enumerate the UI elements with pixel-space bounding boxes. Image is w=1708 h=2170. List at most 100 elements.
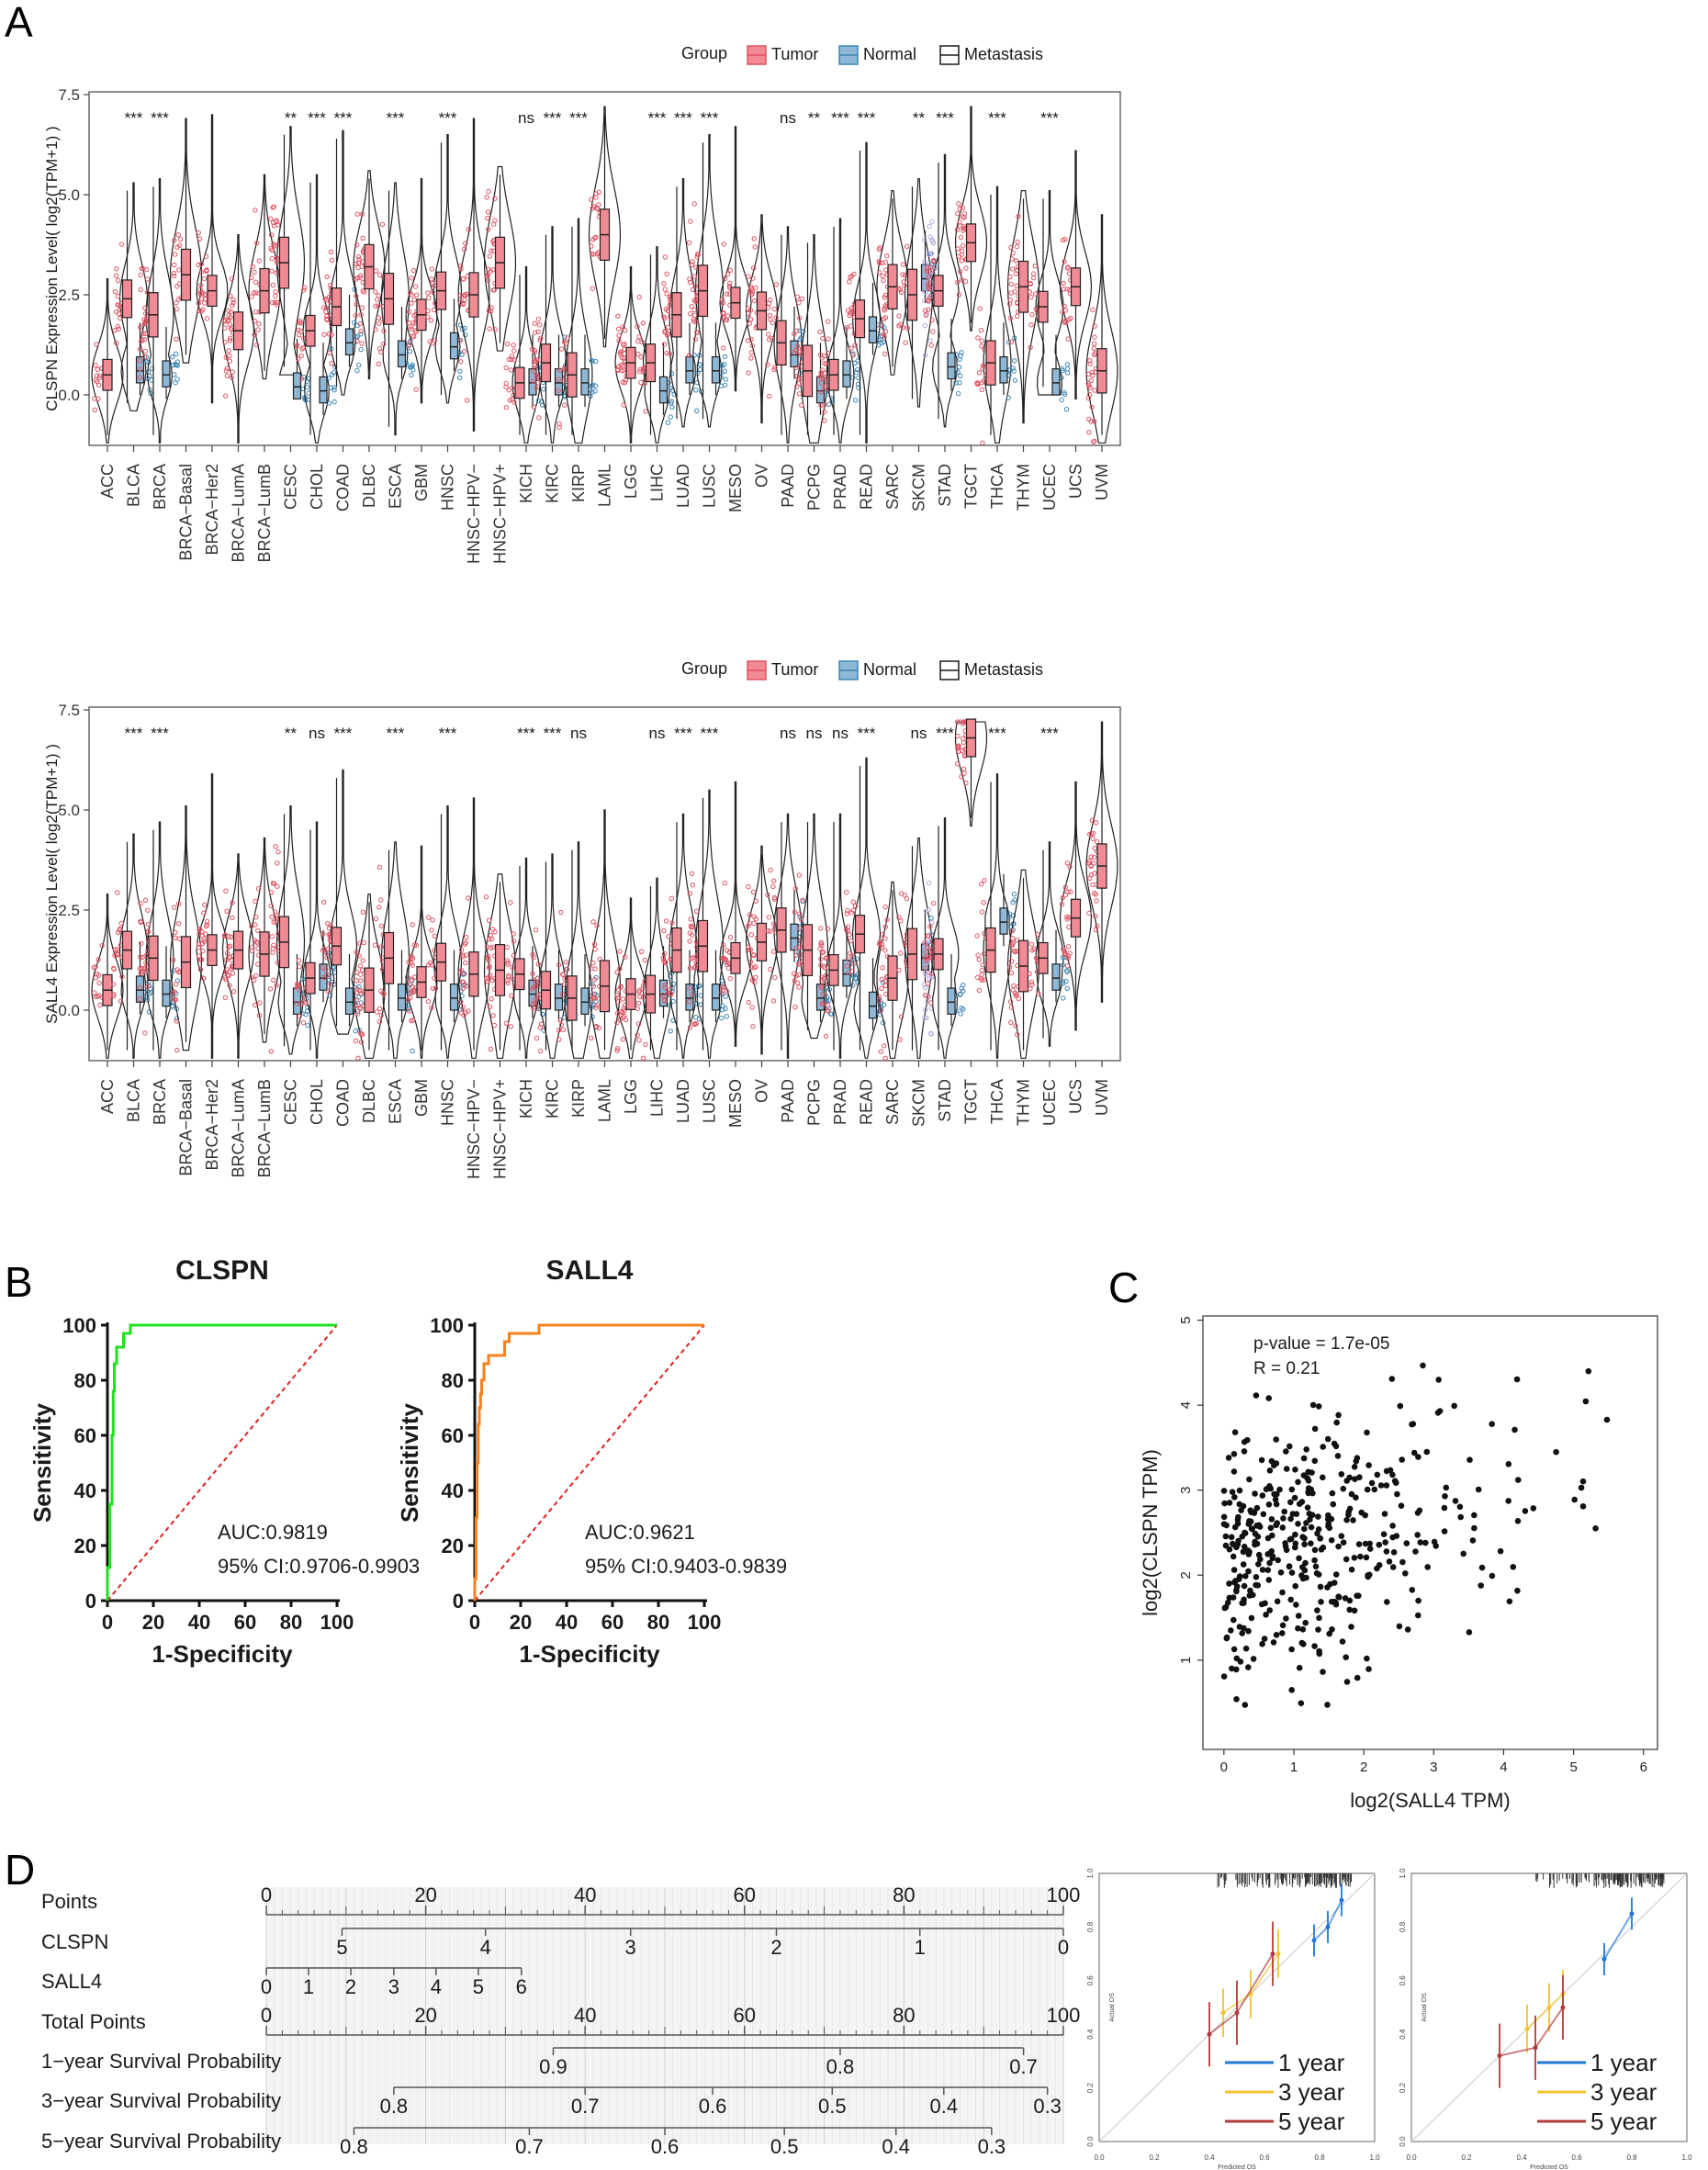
tumor-point: [139, 965, 145, 972]
tumor-point: [251, 290, 256, 296]
scatter-point: [1235, 1537, 1242, 1545]
tumor-point: [557, 367, 563, 373]
tumor-point: [979, 387, 985, 392]
tumor-point: [93, 363, 98, 368]
significance-STAD: ***: [936, 109, 954, 127]
significance-UCEC: ***: [1040, 725, 1059, 742]
normal-point: [720, 1003, 725, 1009]
scatter-point: [1353, 1494, 1359, 1501]
normal-point: [173, 380, 178, 386]
scatter-point: [1384, 1599, 1390, 1605]
tumor-point: [486, 209, 491, 215]
tumor-point: [466, 227, 471, 232]
tumor-point: [562, 402, 567, 408]
tumor-point: [621, 342, 626, 347]
tumor-point: [224, 950, 230, 956]
scatter-point: [1394, 1490, 1400, 1498]
metastasis-point: [922, 1006, 928, 1013]
tumor-point: [1064, 860, 1071, 866]
tumor-point: [118, 920, 124, 927]
tumor-point: [197, 308, 202, 313]
normal-point: [697, 366, 703, 372]
tumor-point: [228, 934, 234, 939]
x-tick-label-PCPG: PCPG: [805, 464, 824, 511]
scatter-point: [1318, 1599, 1324, 1605]
tumor-point: [1088, 377, 1095, 383]
scatter-point: [1221, 1500, 1228, 1507]
tumor-point: [204, 268, 209, 274]
normal-point: [355, 362, 362, 368]
scatter-point: [1220, 1488, 1228, 1494]
tumor-point: [1086, 860, 1092, 866]
tumor-point: [963, 781, 969, 786]
violin-HNSC−HPV−: [457, 118, 490, 432]
normal-point: [1012, 377, 1018, 383]
tumor-point: [1064, 265, 1071, 271]
tumor-point: [323, 309, 329, 315]
tumor-point: [294, 1001, 299, 1006]
significance-SKCM: **: [913, 109, 926, 127]
significance-PRAD: ns: [832, 725, 848, 742]
tumor-point: [823, 1033, 829, 1040]
tumor-point: [662, 998, 668, 1004]
scatter-point: [1270, 1639, 1277, 1646]
normal-point: [668, 414, 673, 420]
tumor-point: [272, 299, 278, 306]
scatter-point: [1225, 1455, 1232, 1461]
tumor-point: [508, 1024, 513, 1029]
scatter-point: [1303, 1446, 1309, 1453]
tumor-point: [796, 349, 802, 354]
tumor-point: [197, 967, 204, 973]
x-tick-label: 6: [1640, 1760, 1647, 1775]
tumor-point: [174, 982, 179, 987]
tumor-point: [1010, 266, 1016, 272]
tumor-point: [665, 991, 671, 996]
tumor-point: [1016, 214, 1021, 219]
scatter-point: [1248, 1614, 1255, 1622]
scatter-point: [1603, 1416, 1611, 1423]
panel-b-sall4-roc: SALL4002020404060608080100100Sensitivity…: [396, 1255, 787, 1668]
tumor-point: [508, 367, 514, 373]
tumor-point: [425, 290, 431, 296]
tumor-point: [413, 387, 419, 392]
tumor-point: [504, 958, 510, 963]
normal-point: [358, 332, 364, 337]
tumor-point: [327, 294, 332, 299]
scatter-point: [1343, 1654, 1349, 1660]
tumor-point: [688, 310, 693, 317]
significance-CESC: **: [285, 725, 298, 742]
tumor-point: [662, 316, 668, 321]
scatter-point: [1224, 1599, 1231, 1606]
tumor-point: [822, 354, 827, 359]
tumor-point: [881, 277, 886, 284]
normal-point: [1007, 367, 1013, 373]
tumor-point: [300, 1020, 307, 1026]
tumor-point: [487, 1004, 493, 1010]
y-tick-label: 1: [1178, 1657, 1194, 1664]
calibration-point: [1533, 2045, 1538, 2051]
tumor-point: [882, 303, 888, 309]
tumor-point: [664, 291, 669, 297]
significance-ESCA: ***: [387, 109, 405, 127]
scatter-point: [1399, 1456, 1405, 1463]
tumor-point: [463, 293, 468, 298]
tumor-point: [686, 353, 692, 358]
scatter-point: [1255, 1561, 1262, 1568]
calibration-line-1 year: [1603, 1913, 1633, 1960]
tick-label: 0: [261, 1975, 272, 1998]
tumor-point: [1087, 358, 1093, 364]
tumor-point: [691, 298, 697, 303]
scatter-point: [1478, 1564, 1486, 1571]
tumor-point: [851, 961, 857, 966]
tumor-point: [882, 259, 889, 265]
tumor-point: [197, 957, 204, 962]
tumor-point: [486, 188, 491, 195]
tumor-point: [461, 276, 466, 282]
tumor-point: [844, 927, 849, 933]
tumor-point: [883, 991, 889, 997]
normal-box: [135, 355, 145, 384]
scatter-point: [1386, 1558, 1393, 1565]
scatter-point: [1409, 1587, 1416, 1593]
scatter-point: [1228, 1534, 1235, 1541]
tumor-point: [112, 289, 118, 295]
